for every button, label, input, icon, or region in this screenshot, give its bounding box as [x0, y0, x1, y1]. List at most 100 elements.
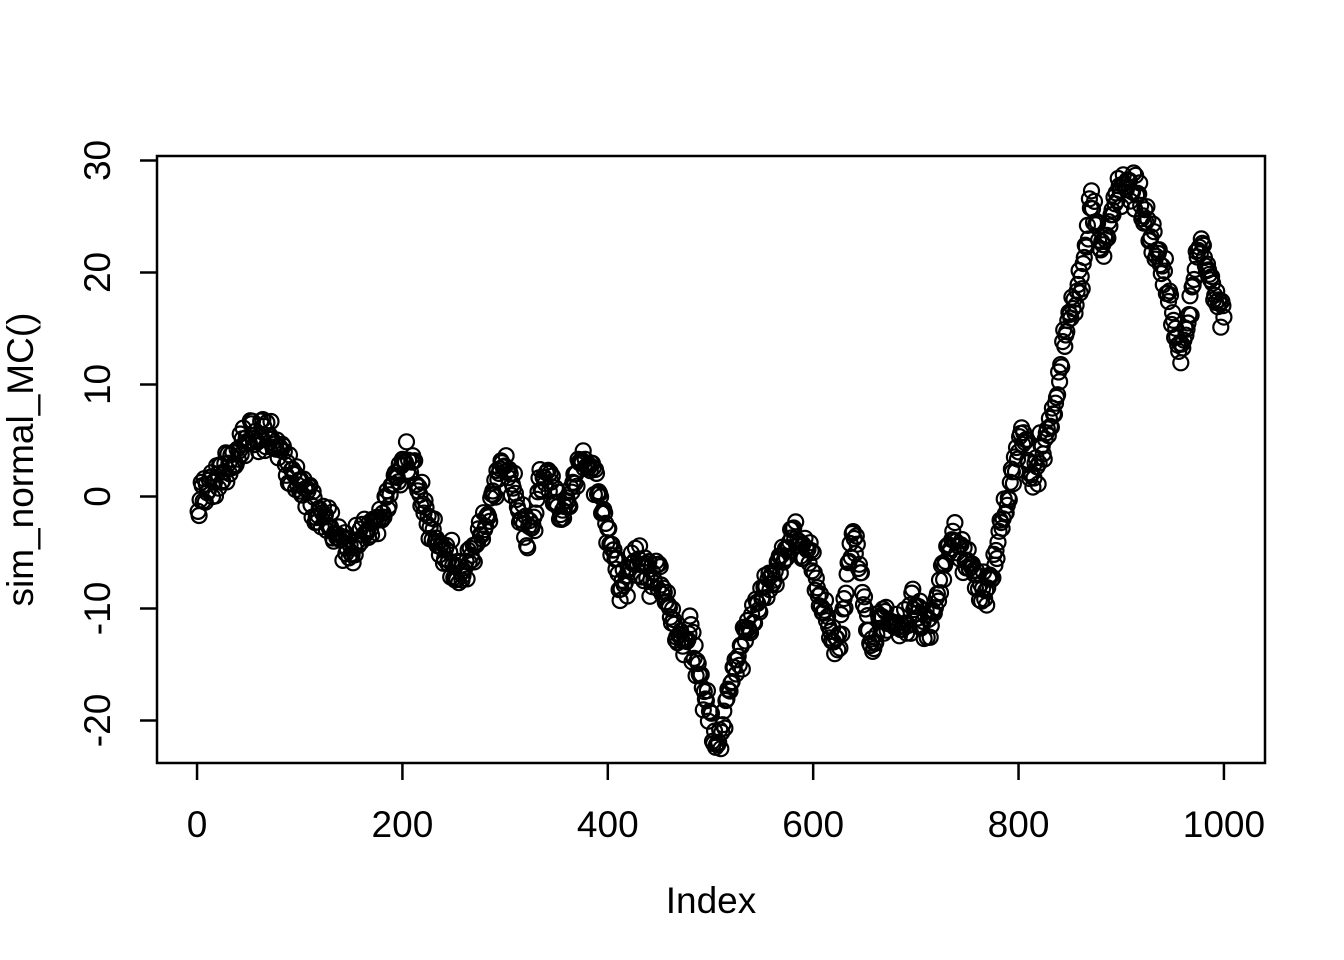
data-point: [262, 412, 280, 431]
x-axis-title: Index: [666, 880, 757, 921]
data-point: [1155, 262, 1174, 280]
data-point: [1179, 314, 1197, 332]
data-point: [1182, 306, 1200, 324]
y-axis-title: sim_normal_MC(): [0, 313, 41, 607]
data-point: [443, 531, 461, 549]
data-point: [1145, 223, 1163, 241]
data-point: [721, 682, 739, 700]
data-point: [651, 557, 669, 576]
data-point: [1215, 308, 1233, 326]
data-point: [1136, 201, 1154, 219]
data-point: [1131, 174, 1149, 192]
data-point: [1181, 287, 1199, 305]
data-point: [1000, 491, 1018, 509]
data-point: [513, 496, 532, 514]
data-point: [519, 539, 537, 557]
data-point: [1008, 450, 1027, 468]
data-point: [1194, 236, 1213, 254]
data-point: [206, 487, 225, 505]
data-point: [684, 623, 702, 642]
data-point: [1066, 304, 1084, 322]
x-tick-label: 800: [988, 804, 1050, 845]
data-point: [1035, 450, 1053, 468]
x-tick-label: 1000: [1183, 804, 1265, 845]
y-tick-label: -10: [77, 582, 118, 635]
data-point: [1156, 250, 1175, 268]
data-point: [605, 541, 623, 559]
data-point: [1053, 358, 1071, 376]
data-point: [692, 665, 710, 684]
data-point: [698, 682, 717, 700]
data-point: [566, 474, 584, 492]
data-point: [736, 632, 755, 650]
data-point: [689, 654, 707, 673]
data-point: [820, 629, 839, 647]
data-point: [917, 601, 935, 619]
data-point: [1144, 215, 1162, 233]
x-tick-label: 400: [577, 804, 639, 845]
data-point: [682, 615, 700, 634]
data-point: [1161, 286, 1180, 304]
data-point: [618, 587, 636, 605]
data-point: [715, 702, 733, 720]
data-point: [1138, 198, 1156, 216]
data-point: [458, 570, 476, 588]
data-point: [1074, 255, 1092, 273]
data-point: [587, 464, 606, 482]
data-point: [1177, 326, 1195, 344]
data-point: [681, 607, 699, 625]
y-tick-label: 20: [77, 252, 118, 293]
data-point: [946, 513, 964, 532]
data-point: [406, 452, 424, 470]
y-tick-label: 30: [77, 140, 118, 181]
data-point: [1085, 192, 1104, 210]
x-axis: 0 200 400 600 800 1000: [187, 763, 1265, 845]
data-point: [702, 704, 721, 722]
data-point: [732, 637, 750, 656]
data-point: [640, 552, 658, 571]
data-point: [417, 498, 435, 517]
data-point: [987, 541, 1005, 560]
data-point: [800, 554, 818, 572]
data-point: [1073, 280, 1091, 298]
data-point: [1214, 297, 1232, 315]
data-point: [1046, 394, 1065, 412]
data-point: [1203, 274, 1222, 292]
data-point: [274, 437, 292, 455]
y-axis: -20 -10 0 10 20 30: [77, 140, 157, 747]
data-point: [716, 719, 734, 737]
y-tick-label: 10: [77, 364, 118, 405]
data-points-group: [189, 164, 1233, 758]
data-point: [1079, 230, 1098, 248]
y-tick-label: -20: [77, 694, 118, 747]
data-point: [1004, 475, 1023, 493]
y-tick-label: 0: [77, 486, 118, 507]
data-point: [852, 564, 871, 582]
data-point: [855, 588, 874, 606]
data-point: [802, 541, 820, 560]
data-point: [1088, 214, 1107, 232]
data-point: [712, 740, 730, 758]
data-point: [477, 517, 495, 536]
data-point: [481, 512, 499, 531]
data-point: [330, 518, 348, 536]
data-point: [568, 477, 586, 495]
data-point: [1040, 409, 1059, 427]
data-point: [713, 723, 731, 742]
data-point: [929, 592, 948, 610]
data-point: [1075, 248, 1093, 267]
data-point: [833, 625, 851, 643]
data-point: [804, 543, 822, 562]
data-point: [787, 513, 805, 531]
data-point: [1185, 270, 1203, 289]
data-point: [380, 497, 398, 515]
data-point: [741, 624, 760, 642]
data-point: [1099, 229, 1117, 247]
x-tick-label: 0: [187, 804, 208, 845]
data-point: [465, 553, 483, 571]
data-point: [984, 569, 1002, 587]
data-point: [807, 569, 825, 587]
data-point: [413, 473, 431, 491]
data-point: [868, 625, 886, 644]
